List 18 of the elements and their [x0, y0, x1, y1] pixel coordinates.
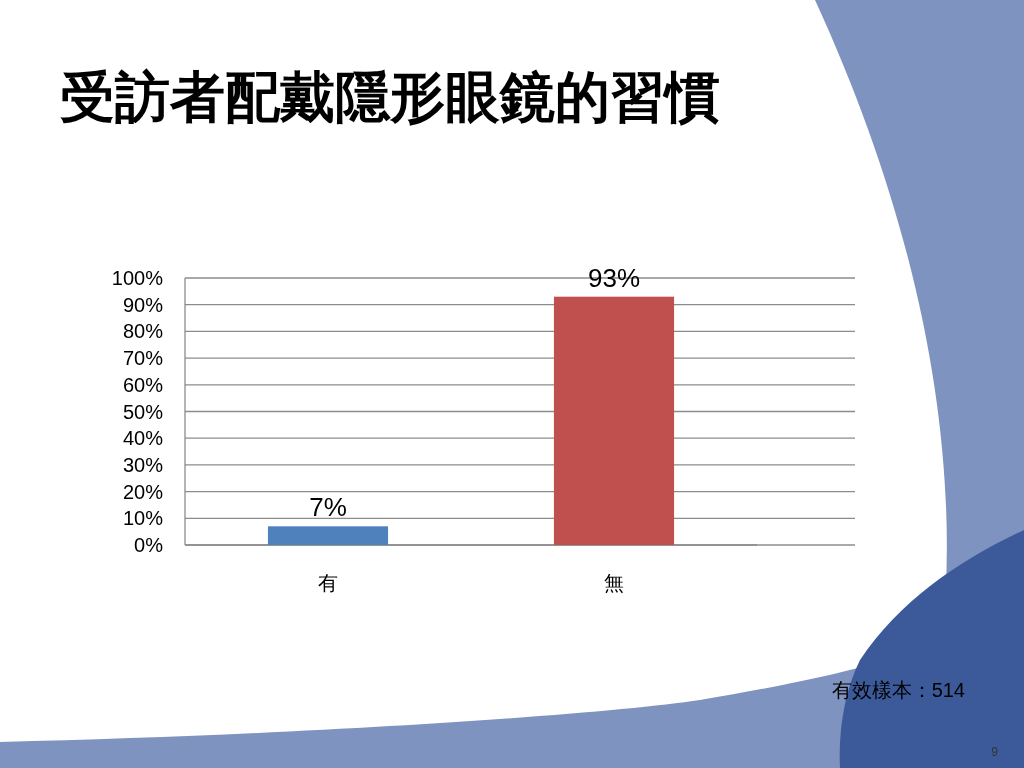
y-tick-label: 30%: [122, 453, 164, 476]
y-tick-label: 0%: [134, 534, 164, 556]
data-label: 93%: [587, 262, 641, 293]
y-tick-label: 90%: [122, 293, 164, 316]
y-tick-label: 50%: [122, 400, 164, 423]
y-tick-label: 40%: [122, 427, 164, 450]
y-tick-label: 70%: [122, 347, 164, 370]
y-tick-label: 100%: [111, 267, 164, 289]
text: 9: [991, 745, 999, 759]
data-label: 7%: [309, 492, 347, 523]
text: 有效樣本：514: [831, 679, 965, 701]
y-tick-label: 20%: [122, 480, 164, 503]
chart-title: 受訪者配戴隱形眼鏡的習慣: [60, 66, 720, 128]
y-tick-label: 60%: [122, 373, 164, 396]
x-tick-label: 有: [318, 572, 338, 594]
y-tick-label: 80%: [122, 320, 164, 343]
y-tick-label: 10%: [122, 507, 164, 530]
x-tick-label: 無: [604, 572, 624, 594]
